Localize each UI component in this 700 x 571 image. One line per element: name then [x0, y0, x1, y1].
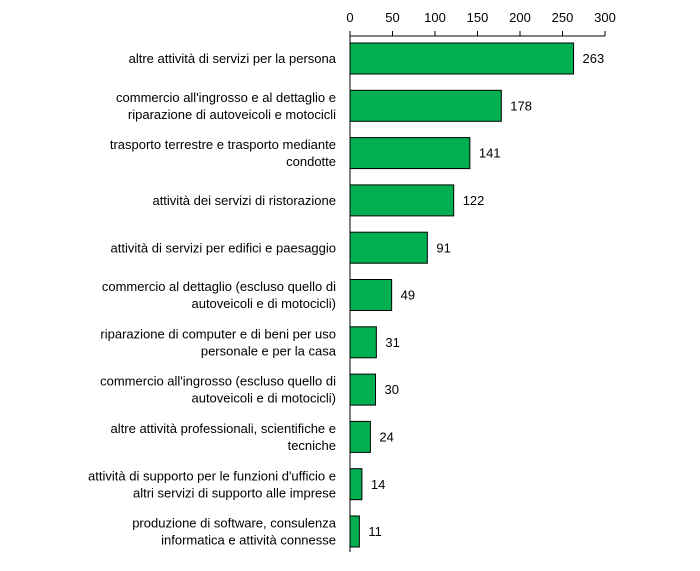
category-labels: altre attività di servizi per la persona…	[88, 51, 337, 548]
x-tick-label: 250	[552, 10, 574, 25]
data-label: 49	[401, 288, 415, 303]
x-tick-label: 200	[509, 10, 531, 25]
data-label: 141	[479, 146, 501, 161]
data-label: 91	[436, 240, 450, 255]
data-label: 11	[368, 524, 382, 539]
bar	[349, 279, 393, 311]
x-tick-label: 150	[467, 10, 489, 25]
x-tick-label: 50	[385, 10, 399, 25]
value-labels: 263 178 141 122 91 49 31 30 24 14 11	[368, 51, 604, 539]
bar	[349, 184, 455, 217]
category-label: altre attività professionali, scientific…	[111, 421, 336, 453]
bar	[349, 231, 428, 264]
bar	[349, 515, 360, 548]
category-label: attività dei servizi di ristorazione	[152, 193, 336, 208]
bar	[349, 373, 376, 406]
data-label: 24	[379, 429, 393, 444]
bar	[349, 420, 371, 453]
x-tick-label: 0	[346, 10, 353, 25]
data-label: 178	[510, 98, 532, 113]
category-label: produzione di software, consulenza inform…	[132, 516, 337, 548]
x-axis: 0 50 100 150 200 250 300	[346, 10, 616, 552]
category-label: attività di servizi per edifici e paesag…	[111, 240, 336, 255]
bar	[349, 89, 502, 122]
category-label: altre attività di servizi per la persona	[129, 51, 337, 66]
data-label: 14	[371, 477, 385, 492]
data-label: 31	[385, 335, 399, 350]
category-label: attività di supporto per le funzioni d'u…	[88, 468, 336, 500]
x-tick-label: 300	[594, 10, 616, 25]
data-label: 122	[463, 193, 485, 208]
category-label: commercio al dettaglio (escluso quello d…	[102, 279, 336, 311]
bar	[349, 326, 377, 359]
bar	[349, 468, 363, 501]
category-label: commercio all'ingrosso (escluso quello d…	[100, 374, 336, 406]
bar	[349, 42, 575, 75]
data-label: 263	[583, 51, 605, 66]
bars	[349, 42, 575, 548]
bar	[349, 137, 471, 170]
category-label: riparazione di computer e di beni per us…	[100, 326, 336, 358]
category-label: trasporto terrestre e trasporto mediante…	[110, 137, 336, 169]
data-label: 30	[385, 382, 399, 397]
x-tick-label: 100	[424, 10, 446, 25]
